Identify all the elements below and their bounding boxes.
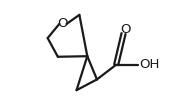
Text: OH: OH bbox=[139, 58, 160, 71]
Text: O: O bbox=[120, 23, 130, 36]
Text: O: O bbox=[58, 17, 68, 30]
